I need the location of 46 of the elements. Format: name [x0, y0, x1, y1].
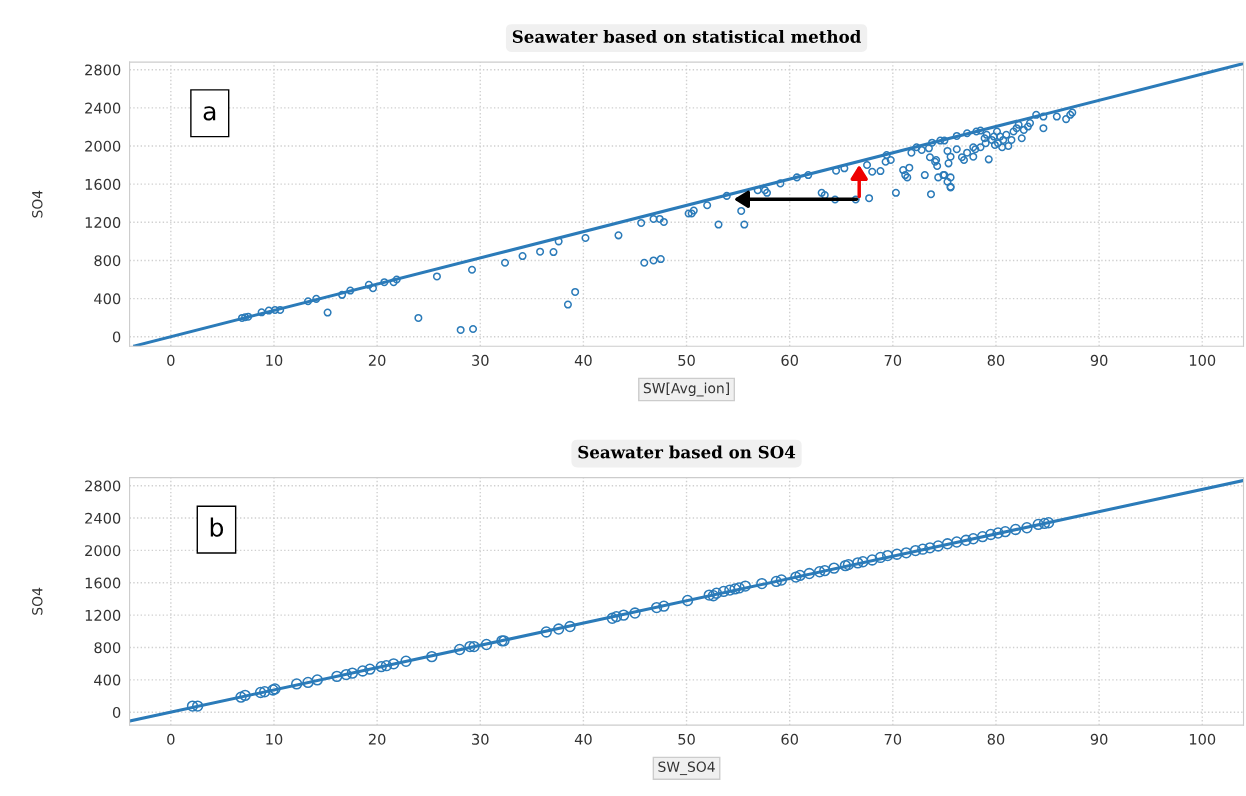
y-tick-label: 800 — [94, 642, 121, 654]
y-axis-title: SO4 — [32, 190, 43, 218]
chart-title: Seawater based on SO4 — [578, 445, 796, 459]
y-tick-label: 2800 — [85, 64, 121, 76]
y-tick-label: 800 — [94, 255, 121, 267]
x-tick-label: 50 — [678, 354, 695, 366]
x-tick-label: 0 — [167, 733, 175, 745]
y-tick-label: 1600 — [85, 178, 121, 190]
x-tick-label: 40 — [574, 733, 592, 745]
x-tick-label: 100 — [1189, 354, 1216, 366]
y-tick-label: 2400 — [85, 102, 121, 114]
annotation: b — [210, 517, 224, 537]
annotation: a — [203, 106, 216, 121]
x-tick-label: 70 — [884, 733, 902, 745]
x-tick-label: 20 — [368, 733, 386, 745]
x-axis-title: SW[Avg_ion] — [643, 382, 729, 397]
chart-title: Seawater based on statistical method — [512, 29, 861, 43]
x-tick-label: 100 — [1189, 733, 1216, 745]
y-tick-label: 1600 — [85, 577, 121, 589]
x-tick-label: 20 — [368, 354, 386, 366]
x-tick-label: 10 — [266, 733, 283, 745]
y-tick-label: 400 — [94, 293, 121, 305]
y-tick-label: 2000 — [85, 140, 121, 152]
y-tick-label: 2800 — [85, 480, 121, 492]
x-tick-label: 90 — [1090, 733, 1108, 745]
y-tick-label: 0 — [112, 331, 121, 343]
x-tick-label: 30 — [472, 733, 489, 745]
x-tick-label: 10 — [266, 354, 283, 366]
x-tick-label: 40 — [574, 354, 592, 366]
x-tick-label: 50 — [678, 733, 695, 745]
x-tick-label: 70 — [884, 354, 902, 366]
y-tick-label: 0 — [112, 706, 121, 718]
x-tick-label: 60 — [781, 733, 798, 745]
y-tick-label: 2400 — [85, 512, 121, 524]
y-axis-title: SO4 — [32, 587, 43, 615]
x-tick-label: 80 — [987, 733, 1005, 745]
x-tick-label: 90 — [1090, 354, 1108, 366]
x-tick-label: 60 — [781, 354, 798, 366]
x-axis-title: SW_SO4 — [658, 761, 715, 776]
x-tick-label: 80 — [987, 354, 1005, 366]
x-tick-label: 0 — [167, 354, 175, 366]
y-tick-label: 400 — [94, 674, 121, 686]
x-tick-label: 30 — [472, 354, 489, 366]
y-tick-label: 1200 — [85, 609, 121, 621]
y-tick-label: 2000 — [85, 545, 121, 557]
y-tick-label: 1200 — [85, 217, 121, 229]
